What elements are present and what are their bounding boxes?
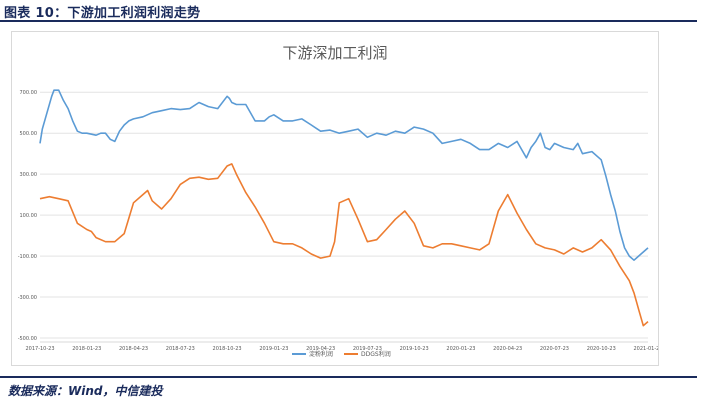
series-lines — [39, 89, 649, 327]
x-tick-label: 2018-01-23 — [72, 346, 101, 352]
y-tick-label: -300.00 — [18, 295, 37, 301]
x-tick-label: 2018-04-23 — [119, 346, 148, 352]
line-chart: 下游深加工利润 -500.00 -300.00 -100.00 100.00 300.0… — [18, 44, 658, 358]
figure-title: 图表 10：下游加工利润利润走势 — [4, 6, 201, 21]
source-note: 数据来源：Wind，中信建投 — [8, 384, 163, 398]
x-tick-label: 2019-07-23 — [353, 346, 382, 352]
legend: 淀粉利润 DDGS利润 — [292, 350, 391, 358]
series-line-1 — [39, 89, 649, 261]
y-tick-label: 500.00 — [20, 131, 38, 137]
bottom-divider — [0, 376, 697, 378]
x-tick-label: 2017-10-23 — [25, 346, 54, 352]
y-axis-tick-labels: -500.00 -300.00 -100.00 100.00 300.00 500.00 7… — [18, 90, 37, 342]
x-tick-label: 2018-07-23 — [166, 346, 195, 352]
series-line-2 — [39, 163, 649, 327]
x-tick-label: 2018-10-23 — [213, 346, 242, 352]
y-tick-label: 100.00 — [20, 213, 38, 219]
x-tick-label: 2020-07-23 — [540, 346, 569, 352]
y-tick-label: 700.00 — [20, 90, 38, 96]
x-tick-label: 2019-10-23 — [400, 346, 429, 352]
legend-label-1: 淀粉利润 — [309, 350, 333, 358]
legend-label-2: DDGS利润 — [361, 350, 391, 358]
x-axis-tick-labels: 2017-10-23 2018-01-23 2018-04-23 2018-07-23… — [25, 346, 658, 352]
chart-frame: 下游深加工利润 -500.00 -300.00 -100.00 100.00 300.0… — [11, 31, 659, 366]
y-tick-label: -500.00 — [18, 336, 37, 342]
y-tick-label: 300.00 — [20, 172, 38, 178]
x-tick-label: 2019-04-23 — [306, 346, 335, 352]
x-tick-label: 2020-10-23 — [587, 346, 616, 352]
x-tick-label: 2019-01-23 — [259, 346, 288, 352]
grid-lines — [40, 91, 648, 343]
y-tick-label: -100.00 — [18, 254, 37, 260]
x-tick-label: 2020-04-23 — [493, 346, 522, 352]
top-divider — [0, 20, 697, 22]
x-tick-label: 2021-01-23 — [633, 346, 658, 352]
chart-title: 下游深加工利润 — [282, 44, 387, 62]
x-tick-label: 2020-01-23 — [446, 346, 475, 352]
